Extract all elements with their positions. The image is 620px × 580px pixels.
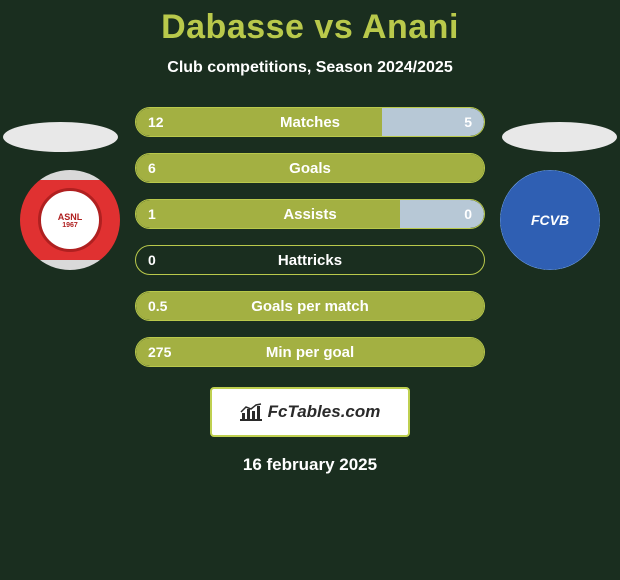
club-badge-left: ASNL 1967 (20, 170, 120, 270)
chart-icon (240, 403, 262, 421)
stat-value-left: 6 (148, 160, 156, 176)
page-title: Dabasse vs Anani (0, 8, 620, 47)
stat-row: Min per goal275 (135, 337, 485, 367)
stat-value-left: 1 (148, 206, 156, 222)
subtitle: Club competitions, Season 2024/2025 (0, 59, 620, 77)
stat-value-right: 5 (464, 114, 472, 130)
shadow-ellipse-right (502, 122, 617, 152)
shadow-ellipse-left (3, 122, 118, 152)
stat-label: Min per goal (136, 344, 484, 361)
club-badge-right-inner: FCVB (531, 213, 569, 227)
club-badge-right-abbr: FCVB (531, 212, 569, 228)
stat-value-right: 0 (464, 206, 472, 222)
club-badge-left-year: 1967 (62, 222, 78, 229)
stat-label: Goals per match (136, 298, 484, 315)
stat-value-left: 0.5 (148, 298, 167, 314)
player1-name: Dabasse (161, 8, 304, 46)
stat-label: Assists (136, 206, 484, 223)
stat-value-left: 12 (148, 114, 164, 130)
stat-row: Assists1 0 (135, 199, 485, 229)
stat-row: Matches12 5 (135, 107, 485, 137)
brand-badge[interactable]: FcTables.com (210, 387, 410, 437)
stat-row: Goals per match0.5 (135, 291, 485, 321)
player2-name: Anani (362, 8, 459, 46)
footer-date: 16 february 2025 (0, 455, 620, 475)
vs-text: vs (314, 8, 353, 46)
stat-label: Hattricks (136, 252, 484, 269)
stat-value-left: 275 (148, 344, 171, 360)
club-badge-left-inner: ASNL 1967 (38, 188, 102, 252)
stat-label: Matches (136, 114, 484, 131)
club-badge-right: FCVB (500, 170, 600, 270)
stat-row: Hattricks0 (135, 245, 485, 275)
comparison-card: Dabasse vs Anani Club competitions, Seas… (0, 0, 620, 580)
stat-value-left: 0 (148, 252, 156, 268)
club-badge-left-abbr: ASNL (58, 212, 83, 222)
stats-bars: Matches125Goals6Assists10Hattricks0Goals… (135, 107, 485, 367)
brand-text: FcTables.com (268, 402, 381, 422)
stat-label: Goals (136, 160, 484, 177)
stat-row: Goals6 (135, 153, 485, 183)
